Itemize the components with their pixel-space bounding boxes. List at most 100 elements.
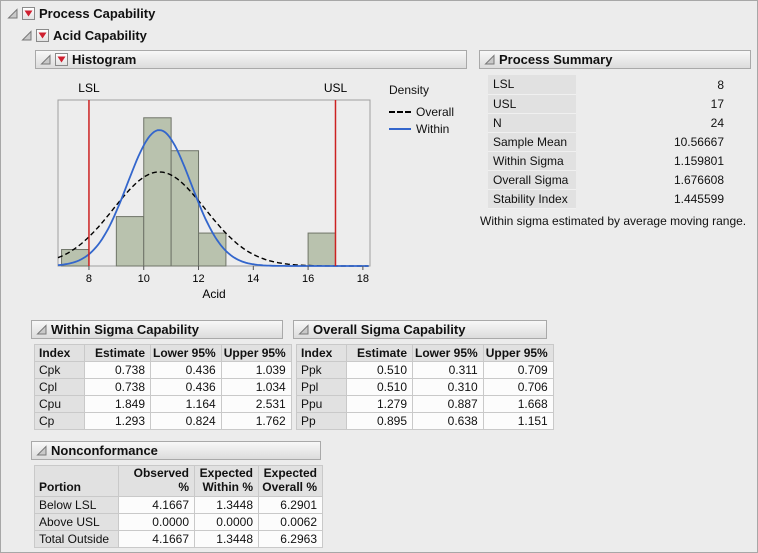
stat-value: 8 [717, 77, 724, 92]
within-capability-table: Index Estimate Lower 95% Upper 95% Cpk 0.… [34, 344, 292, 430]
value-cell: 2.531 [220, 395, 292, 413]
overall-capability-table: Index Estimate Lower 95% Upper 95% Ppk 0.… [296, 344, 554, 430]
stat-label: Stability Index [488, 189, 576, 209]
index-cell: Cpu [34, 395, 85, 413]
portion-cell: Above USL [34, 512, 119, 531]
column-header: Expected Within % [194, 465, 259, 497]
disclosure-triangle-icon[interactable] [40, 54, 51, 65]
overall-capability-titlebar[interactable]: Overall Sigma Capability [293, 320, 547, 339]
value-cell: 0.436 [150, 378, 222, 396]
column-header: Portion [34, 465, 119, 497]
value-cell: 1.164 [150, 395, 222, 413]
table-row: Ppl 0.510 0.310 0.706 [296, 378, 554, 396]
value-cell: 0.311 [412, 361, 484, 379]
legend-item-overall[interactable]: Overall [389, 103, 454, 120]
column-header: Estimate [84, 344, 151, 362]
table-row: Cpk 0.738 0.436 1.039 [34, 361, 292, 379]
red-triangle-menu-icon[interactable] [22, 7, 35, 20]
disclosure-triangle-icon[interactable] [298, 324, 309, 335]
outline-title: Acid Capability [53, 28, 147, 43]
value-cell: 1.034 [220, 378, 292, 396]
svg-text:18: 18 [357, 273, 369, 285]
overall-line-sample-icon [389, 110, 411, 113]
table-row: Cpl 0.738 0.436 1.034 [34, 378, 292, 396]
table-row: Sample Mean 10.56667 [488, 132, 728, 152]
column-header: Expected Overall % [258, 465, 323, 497]
column-header: Observed % [118, 465, 195, 497]
table-header-row: Portion Observed % Expected Within % Exp… [34, 465, 323, 497]
disclosure-triangle-icon[interactable] [36, 324, 47, 335]
nonconformance-titlebar[interactable]: Nonconformance [31, 441, 321, 460]
table-row: N 24 [488, 113, 728, 133]
svg-text:Acid: Acid [202, 287, 225, 301]
stat-label: USL [488, 94, 576, 114]
process-summary-table: LSL 8 USL 17 N 24 Sample Mean 10.56667 Withi… [488, 75, 728, 209]
table-row: Above USL 0.0000 0.0000 0.0062 [34, 512, 323, 531]
stat-label: Sample Mean [488, 132, 576, 152]
histogram-titlebar[interactable]: Histogram [35, 50, 467, 69]
svg-text:USL: USL [324, 81, 348, 95]
value-cell: 4.1667 [118, 529, 195, 548]
legend-item-label: Within [416, 121, 450, 136]
outline-node-process-capability[interactable]: Process Capability [7, 6, 155, 21]
sigma-estimation-note: Within sigma estimated by average moving… [480, 214, 747, 228]
table-row: Overall Sigma 1.676608 [488, 170, 728, 190]
nonconformance-table: Portion Observed % Expected Within % Exp… [34, 465, 323, 548]
column-header: Upper 95% [220, 344, 292, 362]
disclosure-triangle-icon[interactable] [36, 445, 47, 456]
stat-value: 1.676608 [673, 172, 724, 187]
svg-text:10: 10 [138, 273, 150, 285]
table-row: Total Outside 4.1667 1.3448 6.2963 [34, 529, 323, 548]
stat-label: LSL [488, 75, 576, 95]
table-row: Pp 0.895 0.638 1.151 [296, 412, 554, 430]
value-cell: 0.895 [346, 412, 413, 430]
legend-item-label: Overall [416, 104, 455, 119]
stat-value: 10.56667 [673, 134, 724, 149]
column-header: Lower 95% [412, 344, 484, 362]
value-cell: 0.824 [150, 412, 222, 430]
index-cell: Cpk [34, 361, 85, 379]
red-triangle-menu-icon[interactable] [36, 29, 49, 42]
within-capability-titlebar[interactable]: Within Sigma Capability [31, 320, 283, 339]
table-row: Cpu 1.849 1.164 2.531 [34, 395, 292, 413]
disclosure-triangle-icon[interactable] [484, 54, 495, 65]
table-row: LSL 8 [488, 75, 728, 95]
red-triangle-menu-icon[interactable] [55, 53, 68, 66]
svg-text:LSL: LSL [78, 81, 100, 95]
value-cell: 0.310 [412, 378, 484, 396]
value-cell: 0.436 [150, 361, 222, 379]
value-cell: 1.668 [482, 395, 554, 413]
value-cell: 0.887 [412, 395, 484, 413]
panel-title: Nonconformance [51, 443, 158, 458]
stat-value: 1.445599 [673, 191, 724, 206]
disclosure-triangle-icon[interactable] [7, 8, 18, 19]
stat-label: N [488, 113, 576, 133]
index-cell: Ppk [296, 361, 347, 379]
value-cell: 4.1667 [118, 495, 195, 514]
column-header: Index [296, 344, 347, 362]
panel-title: Process Summary [499, 52, 613, 67]
within-line-sample-icon [389, 127, 411, 130]
value-cell: 0.510 [346, 378, 413, 396]
panel-title: Overall Sigma Capability [313, 322, 466, 337]
table-row: Ppk 0.510 0.311 0.709 [296, 361, 554, 379]
disclosure-triangle-icon[interactable] [21, 30, 32, 41]
stat-value: 1.159801 [673, 153, 724, 168]
outline-node-acid-capability[interactable]: Acid Capability [21, 28, 147, 43]
value-cell: 1.3448 [194, 495, 259, 514]
table-header-row: Index Estimate Lower 95% Upper 95% [34, 344, 292, 362]
process-summary-titlebar[interactable]: Process Summary [479, 50, 751, 69]
value-cell: 1.3448 [194, 529, 259, 548]
histogram-chart[interactable]: LSL USL 8 10 12 14 16 18 Acid [39, 73, 384, 305]
stat-value: 24 [710, 115, 724, 130]
portion-cell: Total Outside [34, 529, 119, 548]
table-row: Ppu 1.279 0.887 1.668 [296, 395, 554, 413]
value-cell: 1.849 [84, 395, 151, 413]
legend-item-within[interactable]: Within [389, 120, 454, 137]
index-cell: Pp [296, 412, 347, 430]
column-header: Lower 95% [150, 344, 222, 362]
table-header-row: Index Estimate Lower 95% Upper 95% [296, 344, 554, 362]
stat-label: Within Sigma [488, 151, 576, 171]
value-cell: 0.706 [482, 378, 554, 396]
table-row: Below LSL 4.1667 1.3448 6.2901 [34, 495, 323, 514]
